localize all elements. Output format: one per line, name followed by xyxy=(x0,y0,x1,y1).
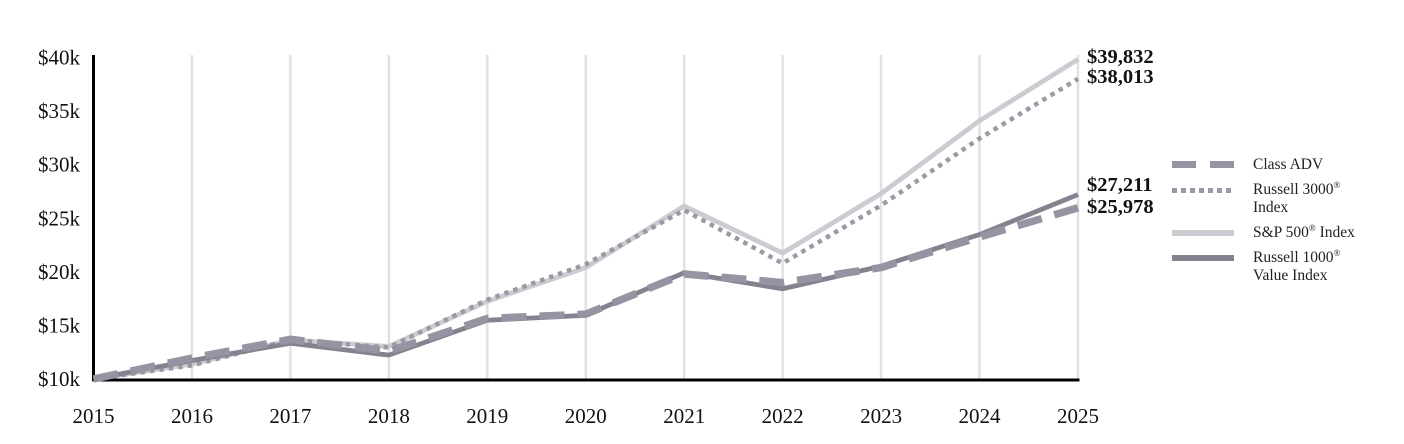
legend-label-russell3000: Russell 3000® Index xyxy=(1253,180,1341,216)
x-tick-label-2025: 2025 xyxy=(1057,404,1099,428)
x-tick-label-2017: 2017 xyxy=(269,404,311,428)
dark-solid-line-swatch-icon xyxy=(1172,255,1234,262)
y-tick-label: $25k xyxy=(38,206,81,230)
end-value-sp500: $39,832 xyxy=(1087,46,1154,68)
y-tick-label: $20k xyxy=(38,260,81,284)
end-value-russell1000-value: $27,211 xyxy=(1087,174,1153,196)
end-value-class-adv: $25,978 xyxy=(1087,196,1154,218)
x-tick-label-2024: 2024 xyxy=(959,404,1002,428)
x-tick-label-2015: 2015 xyxy=(73,404,115,428)
legend-label-russell1000-value: Russell 1000® Value Index xyxy=(1253,248,1341,284)
y-tick-label: $30k xyxy=(38,153,81,177)
dashed-line-swatch-icon xyxy=(1172,161,1234,168)
x-tick-label-2023: 2023 xyxy=(860,404,902,428)
series-line-class-adv xyxy=(92,204,1080,383)
dotted-line-swatch-icon xyxy=(1172,188,1234,194)
x-tick-label-2020: 2020 xyxy=(565,404,607,428)
chart-legend: Class ADV Russell 3000® Index S&P 500® In… xyxy=(1172,156,1397,284)
y-tick-label: $15k xyxy=(38,313,81,337)
x-tick-label-2019: 2019 xyxy=(466,404,508,428)
light-solid-line-swatch-icon xyxy=(1172,230,1234,237)
legend-item-class-adv: Class ADV xyxy=(1172,156,1397,173)
x-tick-label-2016: 2016 xyxy=(171,404,213,428)
y-tick-label: $40k xyxy=(38,46,81,70)
end-value-russell3000: $38,013 xyxy=(1087,66,1154,88)
legend-item-sp500: S&P 500® Index xyxy=(1172,222,1397,242)
legend-item-russell3000: Russell 3000® Index xyxy=(1172,181,1397,216)
x-tick-label-2021: 2021 xyxy=(663,404,705,428)
legend-item-russell1000-value: Russell 1000® Value Index xyxy=(1172,249,1397,284)
legend-label-class-adv: Class ADV xyxy=(1253,156,1324,173)
series-line-russell-3000-index xyxy=(93,76,1080,382)
legend-label-sp500: S&P 500® Index xyxy=(1253,222,1355,242)
y-tick-label: $10k xyxy=(38,367,81,391)
x-tick-label-2018: 2018 xyxy=(368,404,410,428)
x-tick-label-2022: 2022 xyxy=(762,404,804,428)
y-tick-label: $35k xyxy=(38,99,81,123)
